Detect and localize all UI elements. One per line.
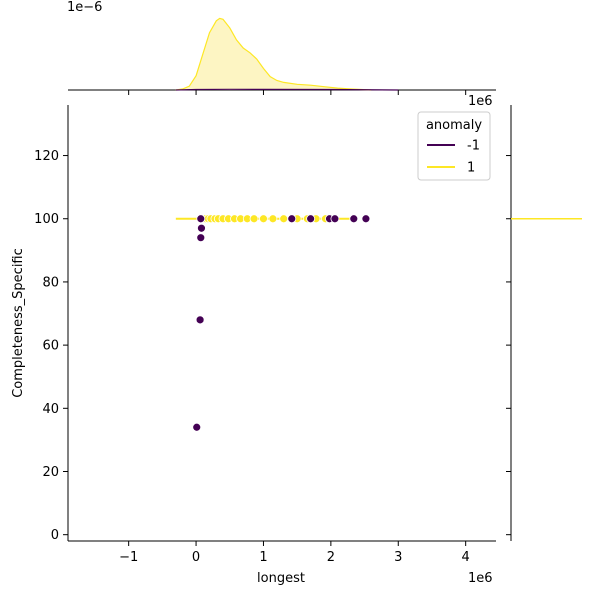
x-tick-label: 1 bbox=[259, 550, 267, 565]
y-tick-label: 40 bbox=[42, 402, 59, 417]
y-tick-label: 0 bbox=[51, 528, 59, 543]
top-marginal-kde bbox=[68, 17, 496, 95]
scatter-point-series-neg1 bbox=[361, 214, 371, 224]
scatter-point-series-neg1 bbox=[287, 214, 297, 224]
legend: anomaly -1 1 bbox=[417, 111, 491, 181]
y-tick-label: 120 bbox=[34, 149, 59, 164]
right-x-offset-label: 1e6 bbox=[468, 94, 493, 109]
top-kde-line-series-1 bbox=[175, 17, 372, 91]
x-tick-label: 0 bbox=[192, 550, 200, 565]
scatter-point-series-neg1 bbox=[196, 233, 206, 243]
scatter-point-series-neg1 bbox=[349, 214, 359, 224]
top-y-offset-label: 1e−6 bbox=[67, 0, 102, 15]
y-tick-label: 80 bbox=[42, 275, 59, 290]
x-offset-label: 1e6 bbox=[468, 571, 493, 586]
scatter-point-series-neg1 bbox=[330, 214, 340, 224]
legend-label-1: 1 bbox=[467, 161, 475, 176]
y-tick-label: 20 bbox=[42, 465, 59, 480]
scatter-point-series-neg1 bbox=[196, 214, 206, 224]
x-tick-label: −1 bbox=[119, 550, 138, 565]
y-tick-label: 100 bbox=[34, 212, 59, 227]
scatter-point-series-neg1 bbox=[192, 422, 202, 432]
scatter-point-series-neg1 bbox=[306, 214, 316, 224]
x-axis-label: longest bbox=[257, 571, 305, 586]
scatter-point-series-neg1 bbox=[197, 223, 206, 233]
top-kde-line-series-neg1 bbox=[175, 88, 399, 91]
legend-label-neg1: -1 bbox=[467, 139, 480, 154]
y-tick-label: 60 bbox=[42, 339, 59, 354]
right-marginal-kde bbox=[506, 105, 582, 541]
scatter-point-series-1 bbox=[279, 214, 289, 224]
x-tick-label: 2 bbox=[327, 550, 335, 565]
top-kde-fill-series-1 bbox=[175, 18, 372, 90]
x-tick-label: 3 bbox=[394, 550, 402, 565]
scatter-point-series-1 bbox=[259, 214, 268, 224]
scatter-point-series-1 bbox=[249, 214, 259, 224]
scatter-point-series-1 bbox=[268, 214, 278, 224]
scatter-point-series-neg1 bbox=[195, 315, 205, 325]
y-axis-label: Completeness_Specific bbox=[11, 248, 26, 398]
x-tick-label: 4 bbox=[462, 550, 470, 565]
legend-title: anomaly bbox=[426, 118, 482, 133]
